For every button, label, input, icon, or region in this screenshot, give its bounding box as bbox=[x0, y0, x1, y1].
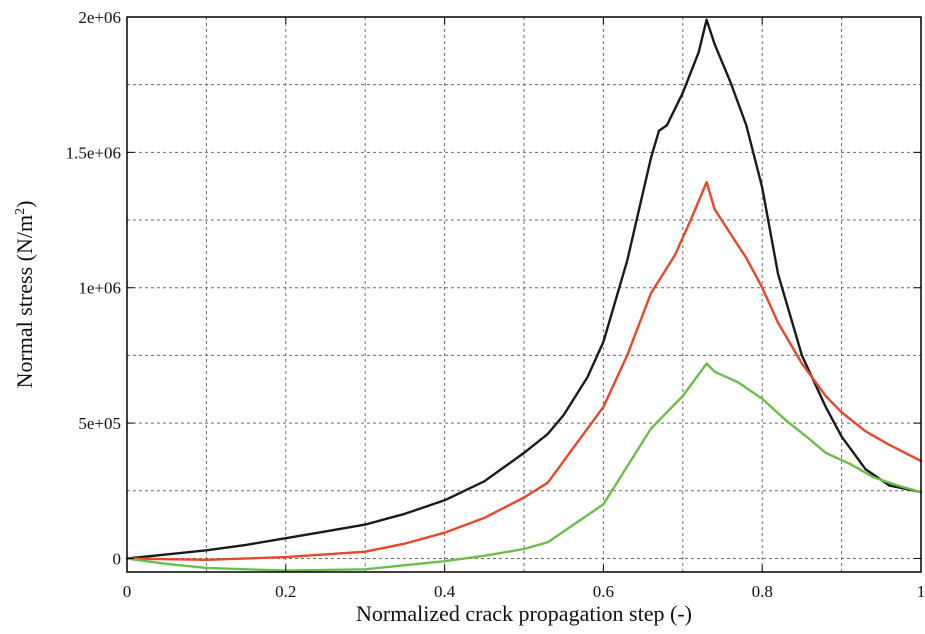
x-axis-label: Normalized crack propagation step (-) bbox=[356, 601, 692, 626]
y-tick-label: 1.5e+06 bbox=[66, 143, 121, 162]
y-axis-label-sup: 2 bbox=[13, 208, 28, 215]
series-lines bbox=[125, 18, 923, 572]
grid-lines bbox=[127, 17, 921, 572]
series-line-1 bbox=[125, 18, 923, 560]
y-axis-label: Normal stress (N/m2) bbox=[12, 201, 37, 389]
y-tick-label: 5e+05 bbox=[78, 414, 121, 433]
x-tick-label: 0 bbox=[123, 582, 132, 601]
plot-frame bbox=[126, 16, 922, 573]
y-axis-label-main: Normal stress (N/m bbox=[12, 215, 37, 389]
x-tick-label: 1 bbox=[917, 582, 925, 601]
series-line-2 bbox=[125, 180, 923, 561]
y-tick-label: 1e+06 bbox=[78, 279, 121, 298]
y-axis-label-close: ) bbox=[12, 201, 37, 208]
x-tick-label: 0.4 bbox=[434, 582, 456, 601]
y-tick-label: 2e+06 bbox=[78, 8, 121, 27]
x-tick-label: 0.8 bbox=[752, 582, 773, 601]
axis-ticks: 0 0.2 0.4 0.6 0.8 1 0 5e+05 1e+06 1.5e+06 2e+06 bbox=[66, 8, 925, 601]
x-tick-label: 0.2 bbox=[275, 582, 296, 601]
series-line-3 bbox=[125, 362, 923, 572]
y-tick-label: 0 bbox=[113, 549, 122, 568]
x-tick-label: 0.6 bbox=[593, 582, 614, 601]
